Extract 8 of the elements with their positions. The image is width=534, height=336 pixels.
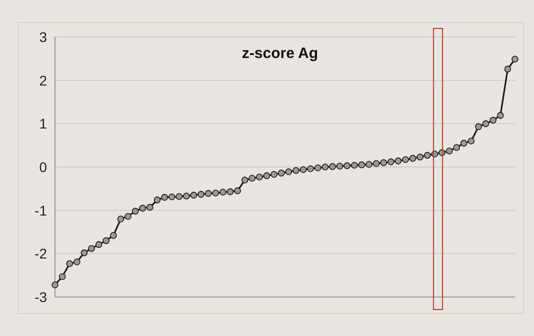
y-tick-label: -3 bbox=[34, 288, 48, 305]
y-tick-label: 0 bbox=[39, 158, 48, 175]
y-tick-label: -2 bbox=[34, 246, 48, 262]
y-tick-label: 3 bbox=[39, 28, 48, 45]
y-tick-label: 1 bbox=[39, 116, 48, 132]
text: z-score Ag bbox=[242, 45, 318, 62]
y-tick-label: 2 bbox=[39, 72, 48, 88]
y-tick-label: -1 bbox=[34, 202, 48, 218]
